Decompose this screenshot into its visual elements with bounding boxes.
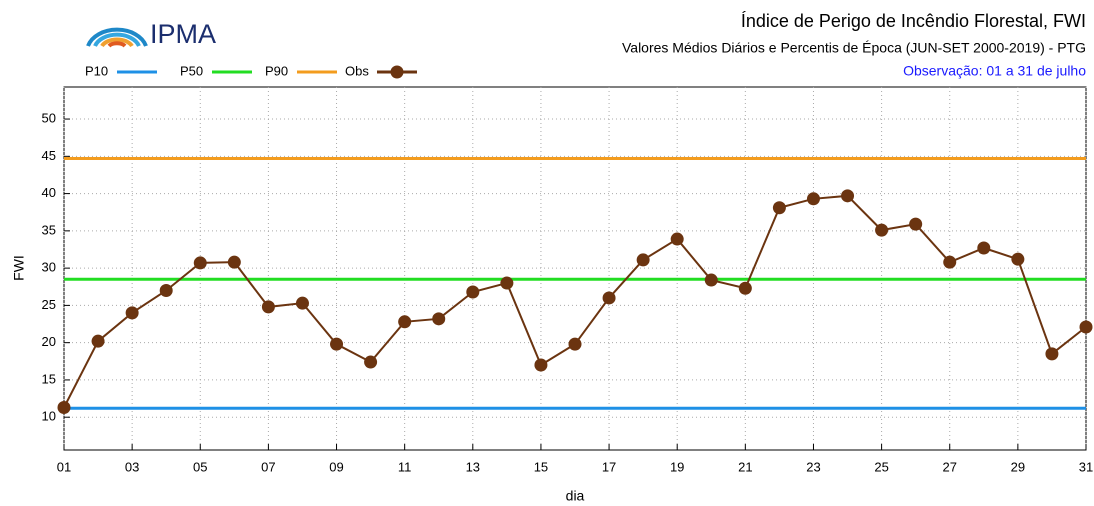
x-tick-label: 17 (602, 459, 616, 474)
x-axis-label: dia (566, 488, 585, 504)
y-tick-label: 30 (42, 260, 56, 275)
data-point (398, 315, 412, 329)
y-axis-label: FWI (11, 255, 27, 281)
data-point (943, 255, 957, 269)
data-point (159, 283, 173, 297)
x-tick-label: 23 (806, 459, 820, 474)
data-point (602, 291, 616, 305)
x-tick-label: 03 (125, 459, 139, 474)
data-point (466, 285, 480, 299)
legend-label: Obs (345, 63, 369, 78)
x-tick-label: 21 (738, 459, 752, 474)
legend-marker (390, 65, 404, 79)
data-point (295, 296, 309, 310)
x-tick-label: 19 (670, 459, 684, 474)
x-tick-label: 27 (942, 459, 956, 474)
x-tick-label: 05 (193, 459, 207, 474)
legend-label: P90 (265, 63, 288, 78)
data-point (432, 312, 446, 326)
data-point (1011, 252, 1025, 266)
data-point (125, 306, 139, 320)
data-point (909, 217, 923, 231)
data-point (977, 241, 991, 255)
x-tick-label: 31 (1079, 459, 1093, 474)
data-point (1045, 347, 1059, 361)
data-point (772, 201, 786, 215)
data-point (330, 337, 344, 351)
data-point (704, 273, 718, 287)
data-point (227, 255, 241, 269)
data-point (261, 300, 275, 314)
x-tick-label: 15 (534, 459, 548, 474)
data-point (193, 256, 207, 270)
x-tick-label: 07 (261, 459, 275, 474)
data-point (875, 223, 889, 237)
series-line (63, 194, 1087, 408)
x-tick-label: 11 (398, 459, 412, 474)
data-point (636, 253, 650, 267)
x-tick-label: 13 (466, 459, 480, 474)
y-tick-label: 20 (42, 334, 56, 349)
x-tick-label: 29 (1011, 459, 1025, 474)
y-tick-label: 25 (42, 297, 56, 312)
logo-text: IPMA (150, 19, 216, 49)
x-tick-label: 25 (874, 459, 888, 474)
data-point (57, 401, 71, 415)
data-point (806, 192, 820, 206)
y-tick-label: 50 (42, 110, 56, 125)
data-point (91, 334, 105, 348)
y-tick-label: 40 (42, 185, 56, 200)
note: Observação: 01 a 31 de julho (903, 63, 1086, 79)
chart-subtitle: Valores Médios Diários e Percentis de Ép… (622, 40, 1086, 56)
x-tick-label: 09 (329, 459, 343, 474)
logo-mark (86, 27, 148, 48)
data-point (500, 276, 514, 290)
x-tick-label: 01 (57, 459, 71, 474)
data-point (568, 337, 582, 351)
data-point (364, 355, 378, 369)
data-point (1079, 320, 1093, 334)
data-point (534, 358, 548, 372)
y-tick-label: 10 (42, 409, 56, 424)
chart-title: Índice de Perigo de Incêndio Florestal, … (741, 11, 1086, 31)
data-point (670, 232, 684, 246)
legend-label: P50 (180, 63, 203, 78)
data-point (841, 189, 855, 203)
y-tick-label: 45 (42, 148, 56, 163)
y-tick-label: 15 (42, 371, 56, 386)
data-point (738, 281, 752, 295)
legend-label: P10 (85, 63, 108, 78)
y-tick-label: 35 (42, 222, 56, 237)
